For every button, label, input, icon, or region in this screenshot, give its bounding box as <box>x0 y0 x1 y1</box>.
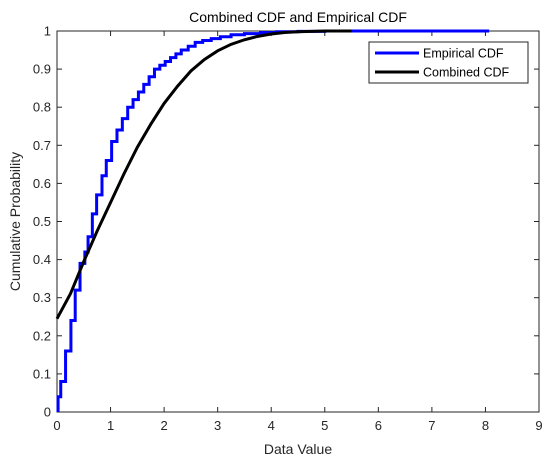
legend-box <box>368 41 529 84</box>
y-axis: 0 0.1 0.2 0.3 0.4 0.5 0.6 0.7 0.8 0.9 1 <box>33 24 539 420</box>
y-tick-label: 0 <box>44 405 51 420</box>
x-tick-label: 2 <box>160 418 167 433</box>
x-tick-label: 5 <box>321 418 328 433</box>
y-tick-label: 0.1 <box>33 366 51 381</box>
x-tick-label: 0 <box>53 418 60 433</box>
x-tick-label: 9 <box>535 418 542 433</box>
legend-label-empirical-cdf: Empirical CDF <box>423 47 504 61</box>
x-tick-label: 4 <box>268 418 275 433</box>
y-axis-label: Cumulative Probability <box>7 152 23 291</box>
chart-title: Combined CDF and Empirical CDF <box>189 9 407 25</box>
x-tick-label: 7 <box>428 418 435 433</box>
series-line-combined-cdf <box>55 29 352 320</box>
y-tick-label: 1 <box>44 24 51 39</box>
y-tick-label: 0.6 <box>33 176 51 191</box>
legend-label-combined-cdf: Combined CDF <box>423 66 510 80</box>
y-tick-label: 0.3 <box>33 290 51 305</box>
y-tick-label: 0.7 <box>33 138 51 153</box>
y-tick-label: 0.2 <box>33 328 51 343</box>
plot-area: 0 1 2 3 4 5 6 7 8 9 0 0.1 0.2 0.3 0.4 0.5 0.6 0.7 0.8 0.9 1 <box>33 24 543 434</box>
y-tick-label: 0.5 <box>33 214 51 229</box>
x-axis-label: Data Value <box>264 441 332 457</box>
y-tick-label: 0.4 <box>33 252 51 267</box>
x-tick-label: 8 <box>482 418 489 433</box>
y-tick-label: 0.8 <box>33 100 51 115</box>
axes-box <box>56 30 540 413</box>
y-tick-label: 0.9 <box>33 62 51 77</box>
legend: Empirical CDF Combined CDF <box>368 41 529 84</box>
x-tick-label: 3 <box>214 418 221 433</box>
series-layer <box>55 29 490 412</box>
x-tick-label: 1 <box>107 418 114 433</box>
x-tick-label: 6 <box>375 418 382 433</box>
